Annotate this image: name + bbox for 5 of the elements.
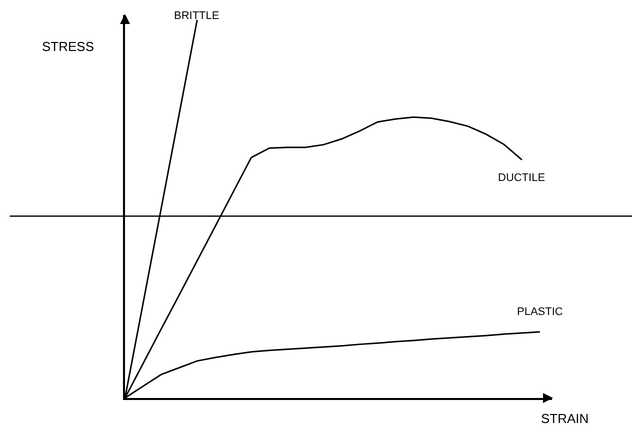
y-axis-title: STRESS (42, 39, 94, 54)
series-label: PLASTIC (517, 306, 563, 318)
x-axis-title: STRAIN (541, 411, 589, 426)
series-label: DUCTILE (498, 172, 546, 184)
series-label: BRITTLE (174, 10, 220, 22)
